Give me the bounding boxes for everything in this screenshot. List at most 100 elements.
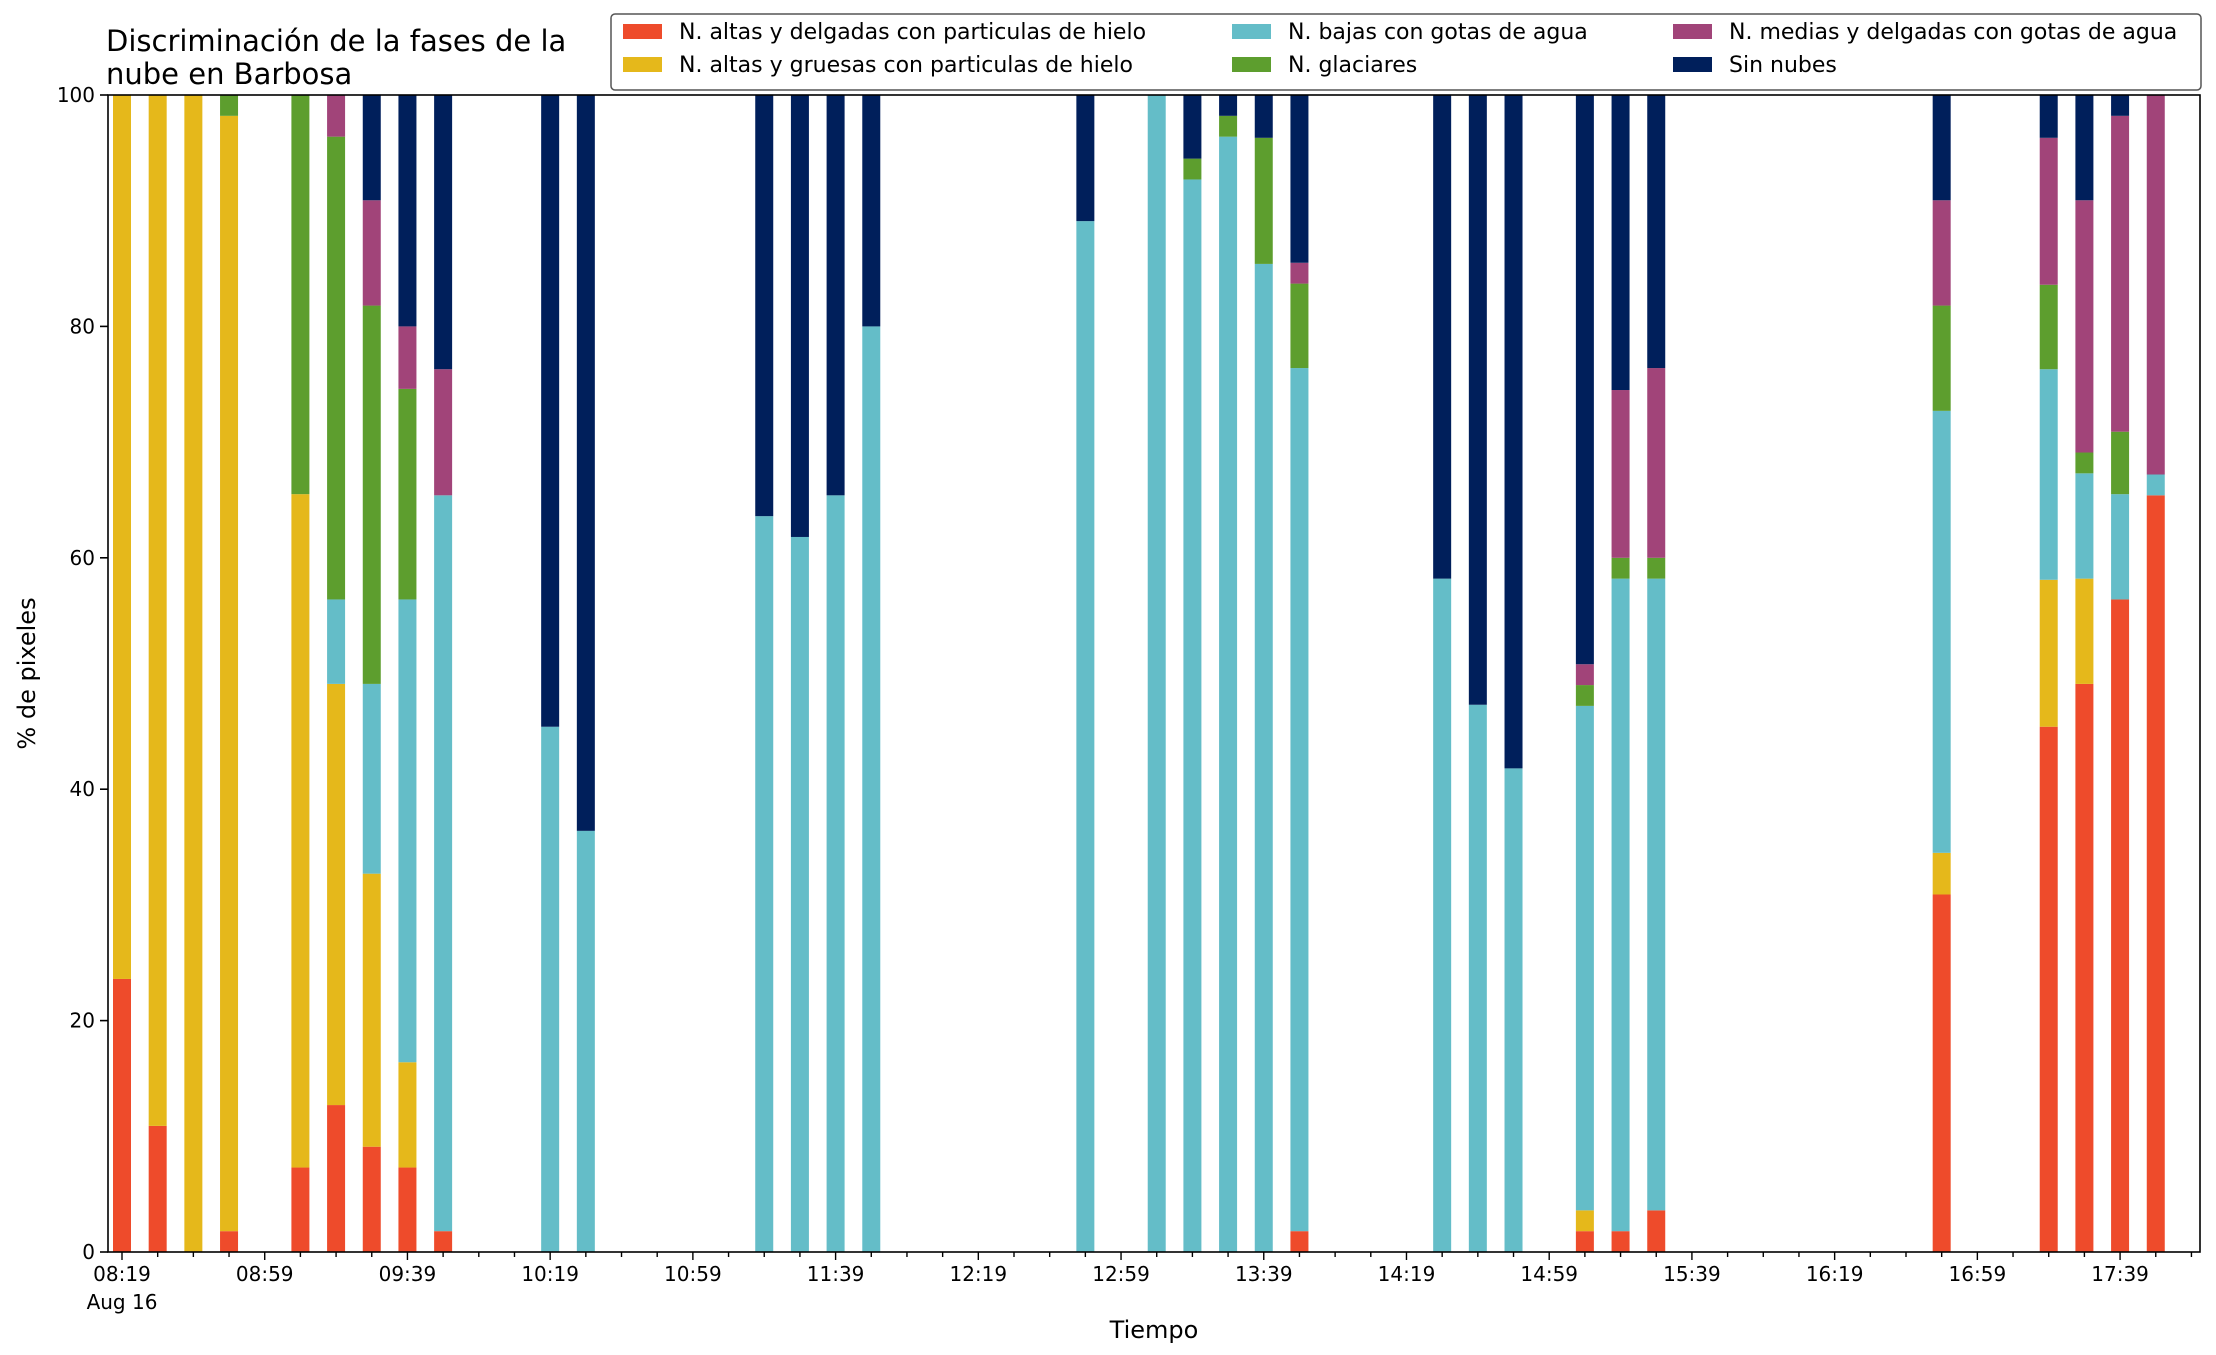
bar-segment-bajas bbox=[1254, 263, 1273, 1252]
bar-segment-medias bbox=[434, 369, 453, 496]
bar-segment-bajas bbox=[327, 599, 346, 684]
y-axis-ticks: 0 20 40 60 80 100 bbox=[57, 83, 108, 1264]
bar-stack bbox=[2039, 95, 2058, 1252]
bar-stack bbox=[2075, 95, 2094, 1252]
x-tick-label: 13:39 bbox=[1235, 1262, 1293, 1286]
bar-segment-altas-delgadas bbox=[1290, 1231, 1309, 1252]
bar-stack bbox=[1611, 95, 1630, 1252]
bar-stack bbox=[1183, 95, 1202, 1253]
bar-segment-altas-delgadas bbox=[2111, 599, 2130, 1252]
bar-segment-sin-nubes bbox=[398, 95, 417, 327]
bar-segment-sin-nubes bbox=[862, 95, 881, 327]
bar-segment-bajas bbox=[576, 830, 595, 1252]
legend-swatch bbox=[1673, 24, 1712, 39]
x-tick-label: 12:19 bbox=[949, 1262, 1007, 1286]
bar-segment-medias bbox=[2146, 95, 2165, 475]
bars-layer bbox=[113, 95, 2165, 1253]
plot-frame bbox=[107, 94, 2201, 1253]
bar-segment-medias bbox=[1647, 368, 1666, 558]
chart-title-line-2: nube en Barbosa bbox=[106, 57, 352, 91]
bar-segment-altas-gruesas bbox=[1932, 852, 1951, 895]
bar-stack bbox=[184, 95, 203, 1252]
x-tick-label: 08:19 bbox=[93, 1262, 151, 1286]
bar-segment-bajas bbox=[1575, 705, 1594, 1211]
bar-segment-altas-gruesas bbox=[148, 95, 167, 1126]
bar-segment-sin-nubes bbox=[1076, 95, 1095, 222]
bar-stack bbox=[1076, 95, 1095, 1253]
bar-segment-glaciares bbox=[398, 388, 417, 600]
bar-segment-bajas bbox=[790, 536, 809, 1252]
bar-segment-bajas bbox=[755, 516, 774, 1252]
legend-item-bajas: N. bajas con gotas de agua bbox=[1232, 20, 1588, 45]
bar-segment-glaciares bbox=[327, 136, 346, 600]
bar-segment-medias bbox=[1575, 664, 1594, 686]
bar-segment-altas-gruesas bbox=[327, 683, 346, 1106]
bar-segment-medias bbox=[362, 200, 381, 306]
x-tick-label: 11:39 bbox=[807, 1262, 865, 1286]
bar-segment-sin-nubes bbox=[1290, 95, 1309, 263]
legend: N. altas y delgadas con particulas de hi… bbox=[610, 13, 2202, 91]
bar-segment-sin-nubes bbox=[1611, 95, 1630, 391]
bar-stack bbox=[113, 95, 131, 1252]
bar-segment-bajas bbox=[2075, 473, 2094, 579]
legend-box bbox=[610, 13, 2202, 91]
bar-segment-bajas bbox=[1504, 768, 1523, 1252]
bar-segment-bajas bbox=[1290, 368, 1309, 1232]
bar-segment-sin-nubes bbox=[1219, 95, 1238, 116]
bar-segment-altas-delgadas bbox=[1611, 1231, 1630, 1252]
bar-segment-bajas bbox=[2111, 494, 2130, 600]
bar-segment-altas-delgadas bbox=[291, 1167, 310, 1252]
bar-segment-bajas bbox=[1932, 410, 1951, 853]
bar-segment-altas-delgadas bbox=[2039, 726, 2058, 1252]
legend-item-altas-delgadas: N. altas y delgadas con particulas de hi… bbox=[623, 20, 1146, 45]
bar-segment-sin-nubes bbox=[1575, 95, 1594, 665]
y-tick-label: 60 bbox=[70, 546, 95, 570]
bar-segment-bajas bbox=[826, 495, 845, 1252]
bar-stack bbox=[1932, 95, 1951, 1252]
bar-stack bbox=[1575, 95, 1594, 1252]
bar-segment-altas-delgadas bbox=[1932, 894, 1951, 1252]
bar-segment-altas-gruesas bbox=[398, 1062, 417, 1168]
bar-segment-bajas bbox=[1647, 578, 1666, 1211]
legend-label: N. medias y delgadas con gotas de agua bbox=[1729, 20, 2177, 45]
bar-segment-glaciares bbox=[291, 95, 310, 495]
bar-segment-sin-nubes bbox=[2075, 95, 2094, 201]
bar-stack bbox=[2111, 95, 2130, 1252]
x-tick-label: 10:19 bbox=[521, 1262, 579, 1286]
y-tick-label: 100 bbox=[57, 83, 95, 107]
bar-segment-sin-nubes bbox=[1932, 95, 1951, 201]
bar-segment-altas-gruesas bbox=[291, 494, 310, 1168]
bar-stack bbox=[1468, 95, 1487, 1252]
bar-segment-glaciares bbox=[1647, 557, 1666, 579]
bar-segment-sin-nubes bbox=[1468, 95, 1487, 705]
bar-segment-sin-nubes bbox=[790, 95, 809, 537]
y-tick-label: 80 bbox=[70, 314, 95, 338]
bar-segment-glaciares bbox=[2111, 431, 2130, 495]
legend-item-medias: N. medias y delgadas con gotas de agua bbox=[1673, 20, 2177, 45]
bar-segment-sin-nubes bbox=[1504, 95, 1523, 769]
y-tick-label: 20 bbox=[70, 1009, 95, 1033]
bar-stack bbox=[362, 95, 381, 1252]
bar-segment-sin-nubes bbox=[1647, 95, 1666, 369]
bar-segment-sin-nubes bbox=[362, 95, 381, 201]
bar-stack bbox=[755, 95, 774, 1252]
x-tick-label: 09:39 bbox=[379, 1262, 437, 1286]
bar-segment-medias bbox=[327, 95, 346, 137]
bar-segment-altas-delgadas bbox=[113, 978, 131, 1252]
bar-segment-bajas bbox=[398, 599, 417, 1063]
bar-segment-bajas bbox=[1611, 578, 1630, 1232]
bar-segment-bajas bbox=[2039, 369, 2058, 580]
legend-swatch bbox=[623, 57, 662, 72]
bar-segment-glaciares bbox=[1932, 305, 1951, 411]
bar-segment-altas-gruesas bbox=[184, 95, 203, 1252]
bar-stack bbox=[398, 95, 417, 1252]
bar-segment-altas-delgadas bbox=[398, 1167, 417, 1252]
bar-segment-bajas bbox=[1468, 704, 1487, 1252]
bar-segment-sin-nubes bbox=[541, 95, 560, 727]
y-axis-label: % de pixeles bbox=[13, 597, 41, 749]
bar-segment-glaciares bbox=[1290, 283, 1309, 369]
legend-swatch bbox=[1673, 57, 1712, 72]
x-tick-label: 10:59 bbox=[664, 1262, 722, 1286]
legend-label: N. altas y delgadas con particulas de hi… bbox=[679, 20, 1146, 45]
bar-segment-medias bbox=[398, 326, 417, 389]
